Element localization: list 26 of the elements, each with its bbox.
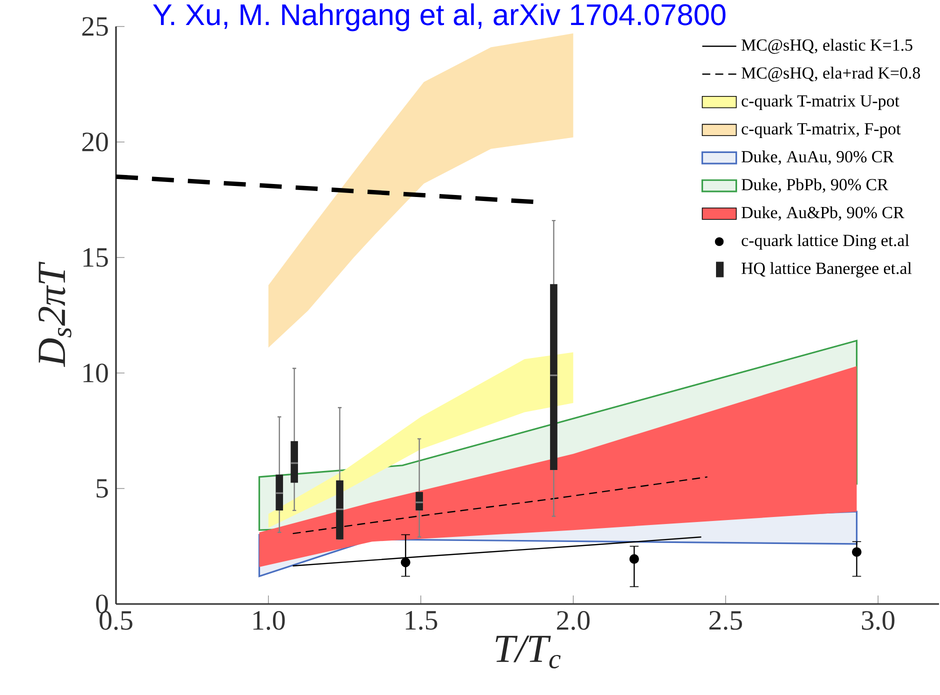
y-axis-title: D$_{s}$2πT: [38, 262, 72, 368]
y-tick-label: 15: [84, 248, 108, 267]
x-tick-label: 2.0: [557, 611, 590, 630]
legend-label: HQ lattice Banergee et.al: [742, 262, 912, 278]
legend-label: Duke, PbPb, 90% CR: [742, 178, 888, 193]
x-tick-label: 3.0: [862, 611, 894, 630]
legend-label: Duke, AuAu, 90% CR: [742, 150, 894, 165]
y-tick-label: 0: [96, 594, 108, 614]
legend-label: MC@sHQ, ela+rad K=0.8: [742, 66, 920, 82]
x-tick-label: 0.5: [100, 611, 132, 630]
x-axis-title: T/T$_{c}$: [496, 636, 561, 668]
y-tick-label: 10: [84, 364, 108, 382]
y-tick-label: 25: [82, 17, 108, 36]
line-series: [292, 536, 702, 566]
legend-label: Duke, Au&Pb, 90% CR: [742, 206, 904, 221]
line-series: [292, 476, 708, 534]
y-tick-label: 20: [82, 132, 108, 152]
x-tick-label: 1.0: [253, 611, 285, 630]
legend-label: c-quark T-matrix U-pot: [742, 94, 900, 110]
legend-label: MC@sHQ, elastic K=1.5: [742, 38, 912, 54]
x-tick-label: 1.5: [406, 611, 438, 630]
x-tick-label: 2.5: [709, 611, 742, 630]
legend-label: c-quark T-matrix, F-pot: [742, 122, 901, 138]
legend-label: c-quark lattice Ding et.al: [742, 234, 910, 250]
annotation: Y. Xu, M. Nahrgang et al, arXiv 1704.07800: [153, 3, 726, 32]
y-tick-label: 5: [96, 479, 108, 498]
